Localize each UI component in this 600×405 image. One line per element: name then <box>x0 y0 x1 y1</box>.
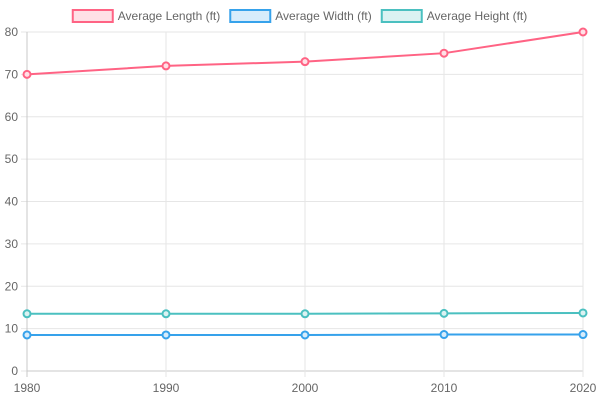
legend-label-average-height-ft: Average Height (ft) <box>427 9 528 23</box>
y-tick-label: 70 <box>5 67 19 81</box>
data-point-average-height-ft <box>302 310 309 317</box>
x-tick-label: 2010 <box>431 381 458 395</box>
y-tick-label: 60 <box>5 110 19 124</box>
data-point-average-height-ft <box>163 310 170 317</box>
y-tick-label: 20 <box>5 279 19 293</box>
data-point-average-length-ft <box>302 58 309 65</box>
legend-swatch-average-height-ft <box>382 10 422 22</box>
x-tick-label: 2000 <box>292 381 319 395</box>
data-point-average-height-ft <box>441 310 448 317</box>
legend-swatch-average-length-ft <box>73 10 113 22</box>
data-point-average-width-ft <box>302 331 309 338</box>
legend-label-average-length-ft: Average Length (ft) <box>118 9 221 23</box>
legend: Average Length (ft) Average Width (ft) Ave… <box>73 9 527 23</box>
y-tick-label: 80 <box>5 25 19 39</box>
data-point-average-length-ft <box>441 50 448 57</box>
y-tick-label: 30 <box>5 237 19 251</box>
x-tick-label: 1990 <box>153 381 180 395</box>
data-point-average-width-ft <box>441 331 448 338</box>
legend-label-average-width-ft: Average Width (ft) <box>275 9 371 23</box>
y-tick-label: 50 <box>5 152 19 166</box>
grid-lines <box>21 32 583 377</box>
y-tick-label: 40 <box>5 195 19 209</box>
data-point-average-width-ft <box>163 331 170 338</box>
data-point-average-height-ft <box>580 309 587 316</box>
data-point-average-height-ft <box>24 310 31 317</box>
data-point-average-length-ft <box>24 71 31 78</box>
y-tick-label: 10 <box>5 322 19 336</box>
axes: 0 10 20 30 40 50 60 70 80 1980 1990 2000 2010 2020 <box>5 25 597 395</box>
y-tick-label: 0 <box>11 364 18 378</box>
x-tick-label: 2020 <box>570 381 597 395</box>
data-point-average-length-ft <box>163 62 170 69</box>
x-tick-label: 1980 <box>14 381 41 395</box>
data-point-average-width-ft <box>24 331 31 338</box>
data-point-average-width-ft <box>580 331 587 338</box>
legend-swatch-average-width-ft <box>230 10 270 22</box>
data-point-average-length-ft <box>580 29 587 36</box>
